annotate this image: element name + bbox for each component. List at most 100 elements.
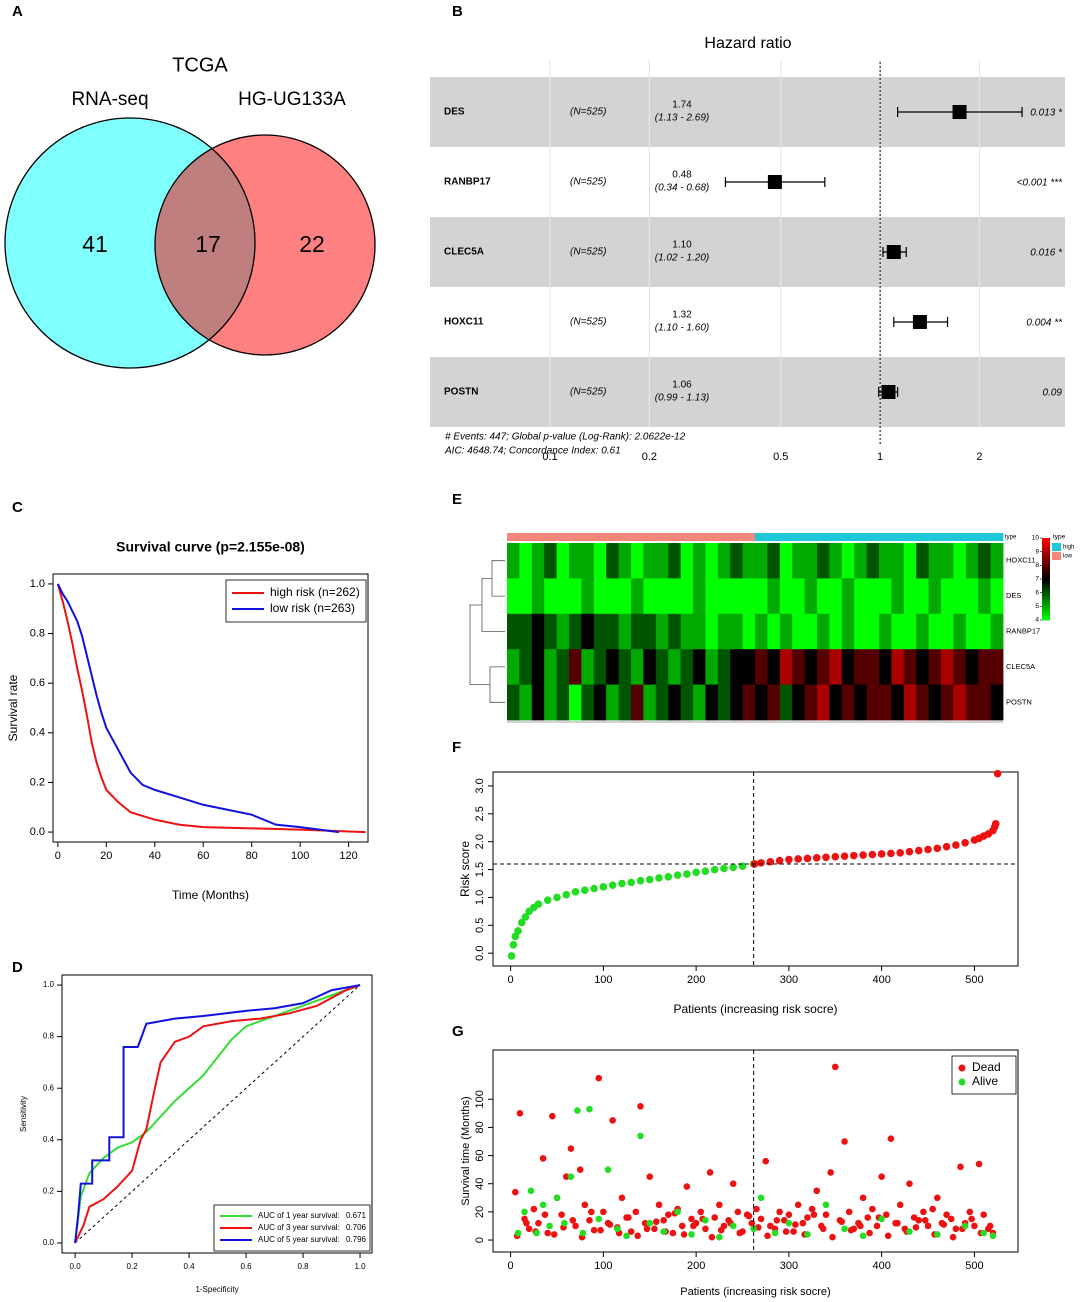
point (549, 1112, 556, 1120)
heat-cell (755, 649, 768, 685)
y-tick-label: 0.0 (30, 826, 45, 838)
point (803, 854, 812, 863)
heat-cell (693, 684, 706, 721)
point (627, 878, 636, 887)
colorbar-tick-label: 7 (1035, 576, 1039, 583)
heat-cell (631, 684, 644, 721)
row-stripe (430, 217, 1065, 287)
point (600, 1208, 607, 1216)
point (634, 1232, 641, 1240)
heat-cell (804, 684, 818, 721)
heat-cell (990, 543, 1004, 579)
point (514, 1229, 522, 1237)
annotation-cell (717, 533, 731, 541)
heat-cell (742, 578, 756, 615)
annotation-cell (978, 533, 991, 541)
annotation-cell (618, 533, 632, 541)
y-tick-label: 80 (474, 1121, 486, 1133)
point (717, 1226, 725, 1234)
colorbar-tick-label: 8 (1035, 562, 1039, 569)
point (541, 1211, 549, 1218)
colorbar-step (1042, 615, 1050, 619)
heat-cell (593, 543, 607, 579)
point (569, 1217, 577, 1224)
heat-cell (507, 684, 520, 721)
heat-cell (717, 684, 731, 721)
heat-cell (655, 613, 669, 650)
point (799, 1219, 807, 1227)
colorbar-step (1042, 540, 1050, 543)
point (906, 1180, 913, 1188)
point (873, 1222, 881, 1230)
x-axis-label: Patients (increasing risk socre) (680, 1286, 830, 1298)
colorbar-tick-label: 5 (1035, 603, 1039, 610)
point (652, 1218, 660, 1226)
annotation-cell (829, 533, 843, 541)
x-tick-label: 80 (246, 850, 258, 862)
x-axis-label: 1-Specificity (195, 1285, 238, 1294)
heat-cell (618, 613, 632, 650)
heat-cell (978, 613, 991, 650)
point (710, 865, 719, 874)
heat-cell (804, 613, 818, 650)
n-label: (N=525) (570, 107, 606, 118)
point (606, 1221, 614, 1228)
heat-cell (643, 578, 657, 615)
point (688, 1215, 695, 1223)
point (637, 1132, 644, 1140)
legend-label: AUC of 3 year survival: (258, 1223, 340, 1232)
heat-cell (717, 543, 731, 579)
heat-cell (866, 613, 880, 650)
venn-count: 22 (299, 231, 325, 257)
type-swatch (1052, 543, 1061, 551)
heat-cell (606, 578, 619, 615)
heat-cell (544, 649, 557, 685)
heat-cell (928, 684, 942, 721)
heat-cell (928, 649, 942, 685)
hr-box (912, 315, 927, 329)
legend-label: Dead (972, 1060, 1001, 1074)
p-label: 0.016 * (1030, 248, 1063, 259)
heat-cell (730, 684, 743, 721)
venn-outline (154, 134, 376, 356)
heat-cell (866, 543, 880, 579)
colorbar-step (1042, 554, 1050, 557)
point (829, 1233, 836, 1241)
heat-cell (507, 578, 520, 615)
heat-cell (668, 684, 681, 721)
y-tick-label: 0.8 (43, 1032, 55, 1041)
colorbar-step (1042, 562, 1050, 566)
x-tick-label: 0 (55, 850, 61, 862)
row-label: POSTN (1006, 697, 1032, 706)
heat-cell (519, 613, 533, 650)
heat-cell (953, 613, 967, 650)
heat-cell (680, 684, 694, 721)
colorbar-step (1042, 572, 1050, 576)
point (773, 1217, 781, 1224)
heat-cell (507, 613, 520, 650)
point (588, 1208, 595, 1216)
point (708, 1233, 716, 1241)
heat-cell (804, 578, 818, 615)
point (720, 864, 728, 873)
point (887, 1135, 895, 1142)
heat-cell (916, 649, 929, 685)
type-swatch (1052, 552, 1061, 560)
colorbar-step (1042, 558, 1050, 561)
x-tick-label: 0.6 (241, 1262, 253, 1271)
heat-cell (655, 649, 669, 685)
heat-cell (879, 578, 892, 615)
heat-cell (879, 649, 892, 685)
point (590, 1226, 598, 1234)
x-tick-label: 0.2 (642, 451, 657, 463)
point (509, 941, 518, 949)
point (574, 1107, 581, 1114)
colorbar-step (1042, 597, 1050, 600)
y-tick-label: 0.2 (43, 1186, 55, 1195)
heat-cell (531, 684, 545, 721)
x-tick-label: 300 (780, 1260, 798, 1272)
point (991, 820, 1000, 828)
point (734, 1208, 742, 1216)
heat-cell (618, 649, 632, 685)
heat-cell (841, 578, 855, 615)
